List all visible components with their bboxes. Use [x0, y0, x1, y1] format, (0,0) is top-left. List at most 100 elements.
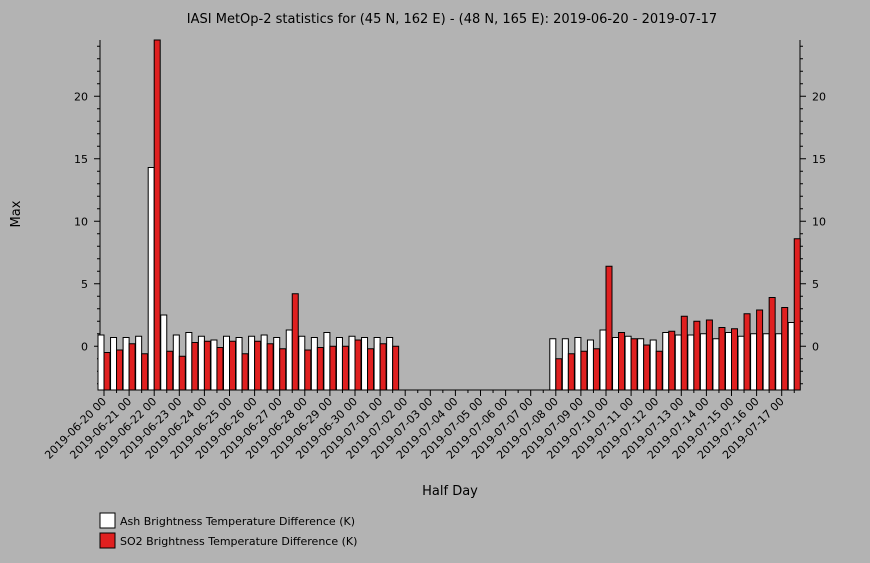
- ash-bar: [599, 329, 607, 391]
- ash-bar: [260, 334, 268, 391]
- ash-bar: [386, 337, 394, 391]
- so2-bar: [316, 347, 324, 391]
- so2-bar: [618, 332, 626, 391]
- ash-bar: [775, 333, 783, 391]
- so2-bar: [216, 347, 224, 391]
- y-tick-label-right: 5: [812, 278, 819, 291]
- ash-bar: [737, 335, 745, 391]
- so2-bar: [141, 353, 149, 391]
- so2-bar: [580, 350, 588, 391]
- y-tick-label-left: 0: [81, 340, 88, 353]
- y-tick-label-left: 20: [74, 90, 88, 103]
- legend-label: Ash Brightness Temperature Difference (K…: [120, 515, 355, 528]
- so2-bar: [592, 348, 600, 391]
- ash-bar: [185, 332, 193, 391]
- ash-bar: [624, 335, 632, 391]
- so2-bar: [354, 339, 362, 391]
- ash-bar: [135, 335, 143, 391]
- so2-bar: [680, 315, 688, 391]
- ash-bar: [662, 332, 670, 391]
- ash-bar: [687, 334, 695, 391]
- so2-bar: [191, 342, 199, 391]
- so2-bar: [153, 39, 161, 391]
- so2-bar: [241, 353, 249, 391]
- so2-bar: [304, 349, 312, 391]
- so2-bar: [731, 328, 738, 391]
- so2-bar: [781, 307, 789, 391]
- so2-bar: [643, 344, 651, 391]
- so2-bar: [756, 309, 764, 391]
- x-axis-label: Half Day: [422, 484, 478, 499]
- ash-bar: [335, 337, 343, 391]
- ash-bar: [172, 334, 180, 391]
- ash-bar: [561, 338, 569, 391]
- ash-bar: [110, 337, 118, 391]
- so2-bar: [367, 348, 375, 391]
- ash-bar: [323, 332, 331, 391]
- legend-swatch: [99, 532, 116, 549]
- ash-bar: [147, 167, 155, 391]
- ash-bar: [348, 335, 356, 391]
- y-tick-label-right: 15: [812, 153, 826, 166]
- so2-bar: [103, 352, 111, 391]
- y-tick-label-left: 5: [81, 278, 88, 291]
- so2-bar: [266, 343, 274, 391]
- so2-bar: [279, 348, 287, 391]
- ash-bar: [649, 339, 657, 391]
- ash-bar: [97, 334, 105, 391]
- ash-bar: [298, 335, 306, 391]
- legend-label: SO2 Brightness Temperature Difference (K…: [120, 535, 357, 548]
- so2-bar: [229, 340, 236, 391]
- so2-bar: [166, 350, 174, 391]
- ash-bar: [637, 338, 645, 391]
- ash-bar: [223, 335, 230, 391]
- so2-bar: [743, 313, 751, 391]
- ash-bar: [373, 337, 381, 391]
- y-tick-label-left: 10: [74, 215, 88, 228]
- so2-bar: [203, 340, 211, 391]
- legend-swatch: [99, 512, 116, 529]
- legend: Ash Brightness Temperature Difference (K…: [99, 512, 357, 549]
- y-tick-label-left: 15: [74, 153, 88, 166]
- so2-bar: [379, 343, 387, 391]
- ash-bar: [235, 337, 243, 391]
- y-tick-label-right: 10: [812, 215, 826, 228]
- ash-bar: [725, 332, 732, 391]
- ash-bar: [248, 335, 256, 391]
- ash-bar: [712, 338, 720, 391]
- so2-bar: [254, 340, 262, 391]
- so2-bar: [718, 327, 726, 391]
- y-tick-label-right: 20: [812, 90, 826, 103]
- so2-bar: [793, 238, 801, 391]
- ash-bar: [210, 339, 218, 391]
- so2-bar: [630, 338, 638, 391]
- ash-bar: [285, 329, 293, 391]
- so2-bar: [768, 297, 776, 391]
- bars: [97, 39, 801, 391]
- y-axis-label: Max: [9, 200, 24, 227]
- ash-bar: [122, 337, 130, 391]
- ash-bar: [750, 333, 758, 391]
- y-tick-label-right: 0: [812, 340, 819, 353]
- ash-bar: [787, 322, 795, 391]
- ash-bar: [612, 337, 620, 391]
- ash-bar: [160, 314, 168, 391]
- so2-bar: [705, 319, 713, 391]
- ash-bar: [699, 333, 707, 391]
- so2-bar: [392, 345, 400, 391]
- so2-bar: [329, 345, 337, 391]
- so2-bar: [693, 320, 701, 391]
- ash-bar: [361, 337, 369, 391]
- so2-bar: [341, 345, 349, 391]
- so2-bar: [128, 343, 136, 391]
- ash-bar: [674, 334, 682, 391]
- so2-bar: [567, 353, 575, 391]
- ash-bar: [574, 337, 582, 391]
- so2-bar: [655, 350, 663, 391]
- ash-bar: [273, 337, 281, 391]
- chart-title: IASI MetOp-2 statistics for (45 N, 162 E…: [187, 12, 717, 27]
- so2-bar: [116, 349, 124, 391]
- so2-bar: [178, 355, 186, 391]
